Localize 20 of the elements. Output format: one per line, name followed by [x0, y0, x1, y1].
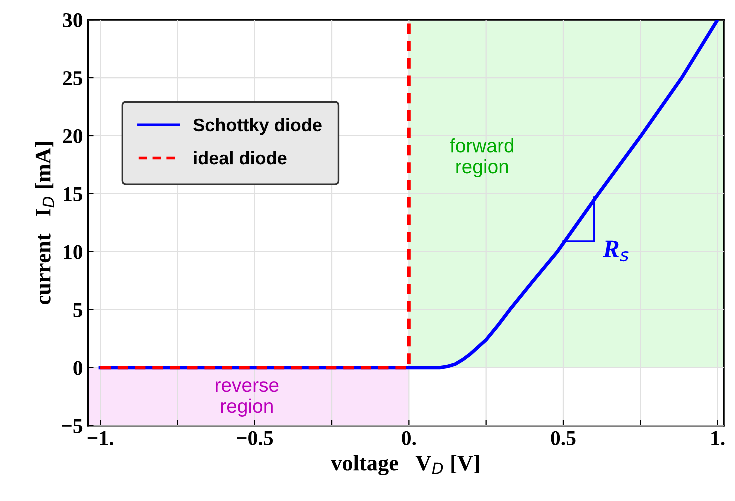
- annotation: reverse region: [216, 382, 279, 417]
- annotation: R$_{s}$: [603, 240, 629, 262]
- x-axis-title: voltage V$_{D}$ [V]: [331, 455, 480, 476]
- y-tick-label: 5: [74, 303, 83, 318]
- legend-label: Schottky diode: [194, 118, 322, 136]
- y-axis-title: current I$_{D}$ [mA]: [35, 142, 54, 305]
- y-tick-label: 0: [74, 361, 83, 376]
- x-tick-label: −1.: [88, 431, 114, 446]
- y-tick-label: 20: [63, 129, 83, 144]
- x-tick-label: 1.: [712, 431, 725, 446]
- legend-label: ideal diode: [194, 151, 287, 165]
- x-tick-label: 0.: [402, 431, 416, 446]
- x-tick-label: 0.5: [551, 431, 576, 446]
- x-tick-label: −0.5: [237, 431, 274, 446]
- annotation: forward region: [450, 138, 514, 178]
- y-tick-label: 30: [63, 13, 83, 28]
- y-tick-label: 10: [64, 245, 83, 260]
- y-tick-label: 15: [64, 187, 83, 202]
- y-tick-label: −5: [62, 419, 83, 434]
- y-tick-label: 25: [63, 71, 83, 86]
